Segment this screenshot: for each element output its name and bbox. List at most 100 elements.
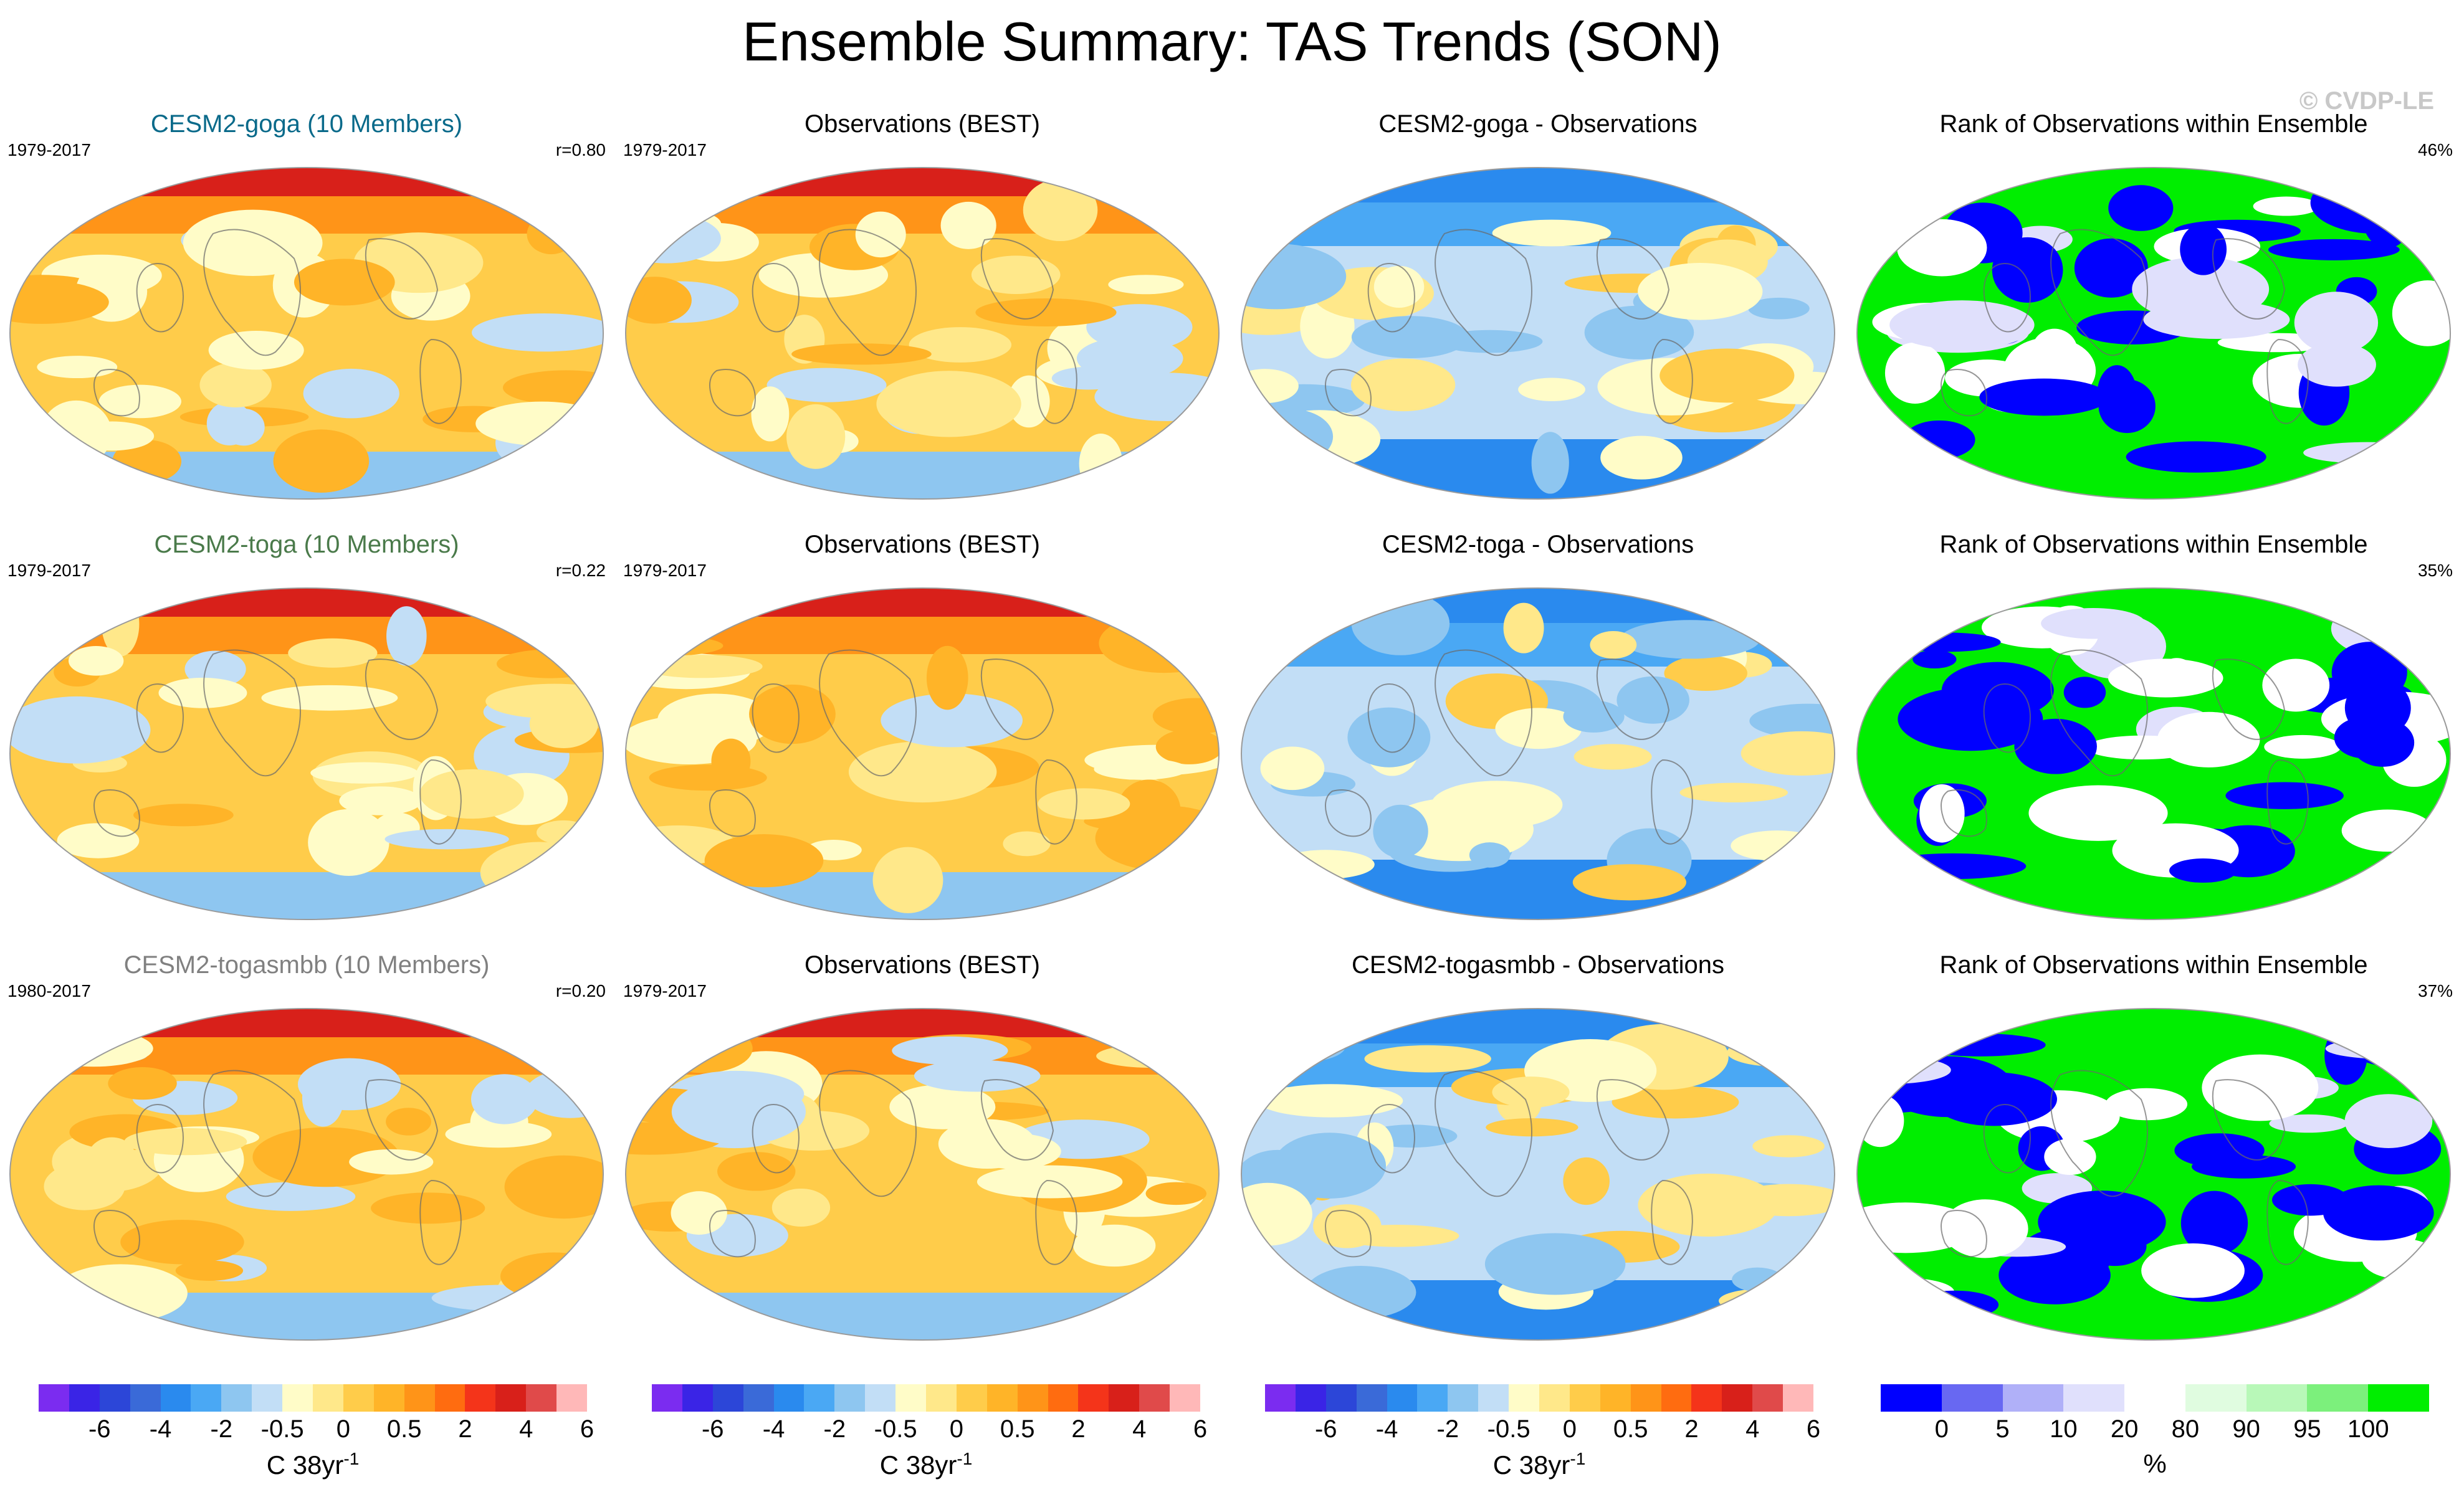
trend-region (977, 1165, 1123, 1199)
colorbar-tick-label: 6 (1806, 1415, 1821, 1443)
trend-region (108, 1067, 177, 1100)
trend-region (1276, 850, 1375, 879)
rank-region (2028, 785, 2168, 841)
coastline (2050, 1070, 2148, 1197)
map-panel: Rank of Observations within Ensemble 37% (1855, 950, 2453, 1349)
colorbar-tick-label: -4 (762, 1415, 785, 1443)
colorbar: -6 -4 -2 -0.5 0 0.5 2 4 6 C 38yr-1 (1265, 1384, 1820, 1484)
colorbar-swatch (834, 1384, 866, 1412)
colorbar-swatches (39, 1384, 588, 1412)
trend-region (1731, 830, 1824, 862)
trend-region (349, 1149, 434, 1175)
colorbar-units: % (2143, 1449, 2167, 1478)
coastline (1367, 1104, 1415, 1174)
rank-region (2341, 809, 2433, 852)
trend-region (226, 1182, 356, 1211)
trend-region (303, 368, 399, 419)
colorbar-units: C 38yr-1 (266, 1449, 360, 1480)
panel-title: Observations (BEST) (805, 110, 1040, 138)
rank-region (1941, 662, 2054, 719)
coastline (1596, 238, 1670, 320)
trend-region (1079, 434, 1123, 494)
colorbar-tick-label: -2 (1436, 1415, 1459, 1443)
trend-region (704, 834, 824, 888)
trend-region (1572, 864, 1687, 901)
colorbar-swatch (130, 1384, 161, 1412)
coastline (1035, 759, 1077, 845)
trend-region (339, 786, 422, 815)
trend-region (371, 1192, 485, 1224)
trend-region (34, 1030, 153, 1067)
percent-label: 46% (2417, 140, 2453, 159)
rank-region (1896, 219, 1987, 277)
colorbar-swatch (895, 1384, 927, 1412)
coastline (709, 369, 756, 417)
colorbar: 0 5 10 20 80 90 95 100% (1881, 1384, 2430, 1484)
trend-region (124, 1128, 247, 1156)
coastline (419, 338, 462, 424)
coastline (1941, 369, 1987, 417)
trend-region (120, 1220, 244, 1265)
percent-label: 35% (2417, 561, 2453, 580)
rank-region (2362, 184, 2412, 249)
trend-region (1351, 316, 1469, 359)
map-plot (1241, 587, 1835, 920)
coastline (752, 263, 800, 333)
trend-region (1373, 804, 1428, 858)
rank-region (1889, 300, 2035, 350)
colorbar-swatch (1783, 1384, 1814, 1412)
rank-region (2303, 442, 2431, 463)
colorbar-swatch (39, 1384, 69, 1412)
colorbar-tick-label: -0.5 (874, 1415, 917, 1443)
rank-region (2262, 658, 2330, 712)
trend-region (1350, 358, 1456, 412)
map-panel: Observations (BEST) 1979-2017 (623, 530, 1221, 928)
map-outline (1856, 1008, 2451, 1341)
trend-region (1094, 758, 1188, 780)
colorbar-swatch (69, 1384, 100, 1412)
trend-region (717, 1152, 796, 1191)
trend-region (1373, 265, 1425, 308)
coastline (1325, 789, 1372, 837)
colorbar-swatch (712, 1384, 743, 1412)
colorbar-swatch (1448, 1384, 1479, 1412)
colorbar-swatch (252, 1384, 283, 1412)
map-plot (9, 587, 604, 920)
colorbar-tick-label: 4 (519, 1415, 533, 1443)
units-exponent: -1 (1570, 1449, 1586, 1468)
colorbar-swatch (1752, 1384, 1784, 1412)
trend-region (1351, 592, 1450, 655)
trend-region (310, 762, 419, 784)
coastline (419, 759, 462, 845)
rank-region (2108, 185, 2174, 231)
trend-region (1616, 676, 1689, 724)
map-plot (1856, 587, 2451, 920)
coastline (1367, 683, 1415, 753)
trend-region (1620, 620, 1760, 659)
colorbar-tick-label: -0.5 (260, 1415, 304, 1443)
trend-region (1258, 1030, 1346, 1063)
colorbar-tick-label: -0.5 (1487, 1415, 1530, 1443)
map-band (10, 1009, 603, 1037)
units-exponent: -1 (957, 1449, 973, 1468)
colorbar-units: C 38yr-1 (1492, 1449, 1586, 1480)
colorbar-tick-label: -4 (1375, 1415, 1398, 1443)
trend-region (671, 1078, 806, 1145)
trend-region (889, 1084, 996, 1129)
map-plot (9, 1008, 604, 1341)
rank-region (1992, 237, 2063, 303)
map-outline (1241, 1008, 1835, 1341)
colorbar-swatch (282, 1384, 313, 1412)
colorbar-tick-label: 10 (2050, 1415, 2078, 1443)
trend-region (940, 201, 996, 249)
rank-region (2264, 734, 2341, 759)
coastline (819, 229, 917, 356)
period-label: 1979-2017 (623, 981, 707, 1000)
trend-region (1741, 731, 1835, 776)
trend-region (1495, 708, 1582, 749)
rank-region (2063, 677, 2106, 708)
colorbar-swatch (1941, 1384, 2003, 1412)
coastline (93, 369, 140, 417)
colorbar-swatch (1387, 1384, 1418, 1412)
trend-region (791, 343, 932, 365)
